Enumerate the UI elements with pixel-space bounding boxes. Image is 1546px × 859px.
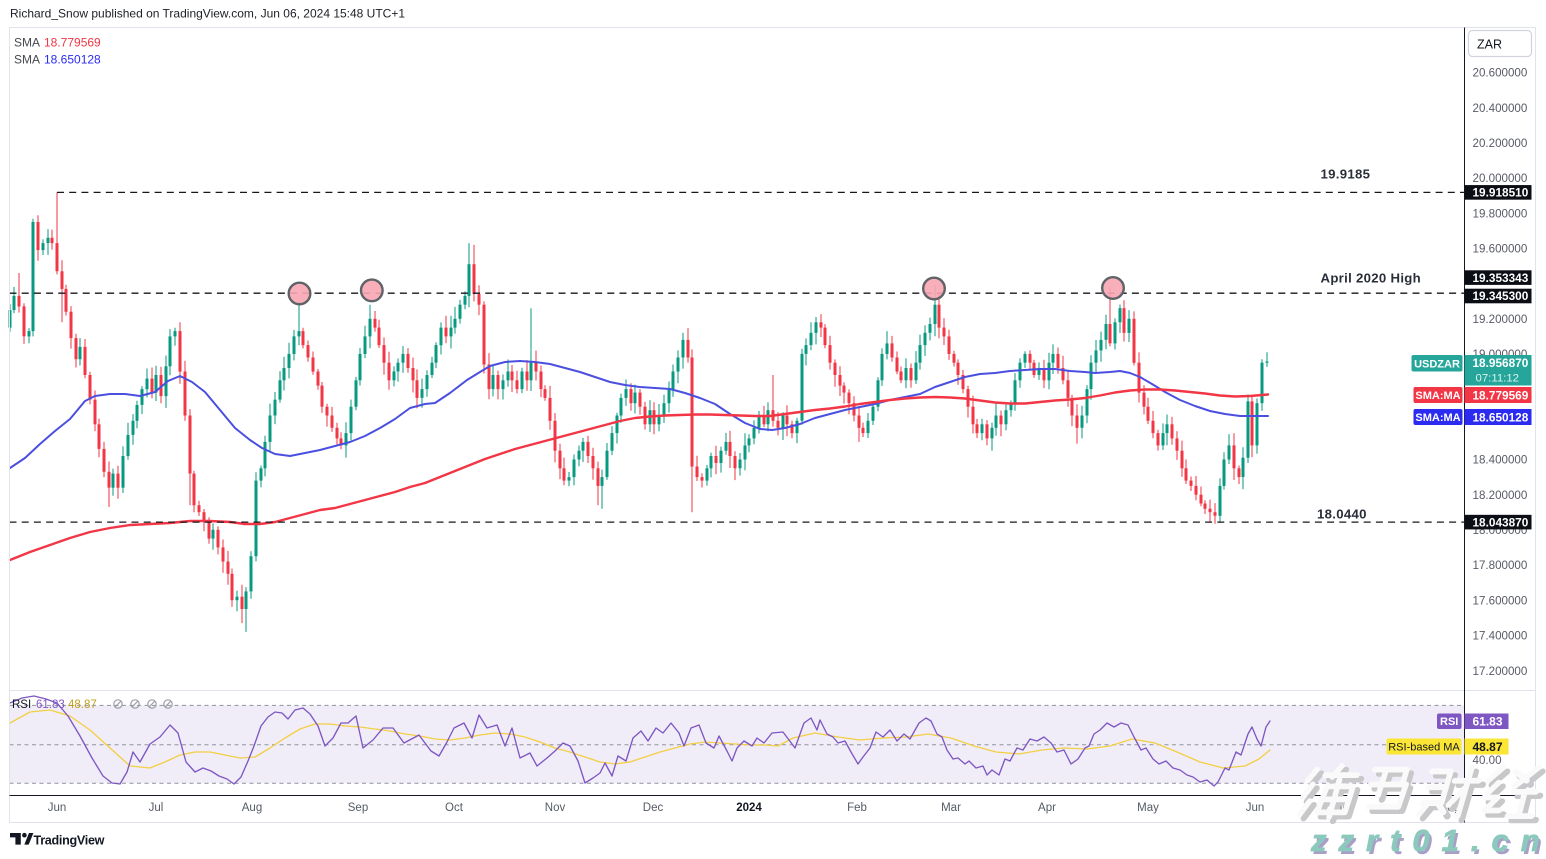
svg-text:TradingView: TradingView: [34, 834, 105, 848]
svg-text:Feb: Feb: [847, 802, 867, 814]
svg-text:18.779569: 18.779569: [44, 36, 101, 50]
svg-text:2024: 2024: [736, 802, 762, 814]
svg-text:20.200000: 20.200000: [1473, 137, 1528, 150]
svg-text:17.200000: 17.200000: [1473, 665, 1528, 678]
svg-text:18.650128: 18.650128: [44, 53, 101, 67]
svg-text:Apr: Apr: [1038, 802, 1056, 814]
svg-text:18.043870: 18.043870: [1473, 515, 1529, 529]
svg-text:19.918510: 19.918510: [1473, 186, 1529, 200]
svg-text:SMA:MA: SMA:MA: [1415, 390, 1460, 402]
svg-text:Aug: Aug: [242, 802, 262, 814]
svg-text:USDZAR: USDZAR: [1414, 358, 1460, 370]
svg-text:19.353343: 19.353343: [1473, 271, 1529, 285]
svg-text:61.83: 61.83: [1473, 714, 1503, 728]
svg-text:19.200000: 19.200000: [1473, 313, 1528, 326]
svg-text:17.400000: 17.400000: [1473, 630, 1528, 643]
svg-text:18.200000: 18.200000: [1473, 489, 1528, 502]
svg-text:07:11:12: 07:11:12: [1476, 373, 1520, 385]
svg-text:18.650128: 18.650128: [1473, 410, 1529, 424]
svg-text:17.600000: 17.600000: [1473, 594, 1528, 607]
svg-text:Richard_Snow published on Trad: Richard_Snow published on TradingView.co…: [10, 7, 405, 21]
svg-text:18.956870: 18.956870: [1473, 356, 1529, 370]
svg-text:SMA: SMA: [14, 53, 40, 67]
svg-text:Sep: Sep: [348, 802, 368, 814]
svg-text:48.87: 48.87: [1473, 740, 1503, 754]
svg-text:18.0440: 18.0440: [1317, 507, 1367, 522]
svg-text:Jul: Jul: [149, 802, 164, 814]
svg-text:RSI-based MA: RSI-based MA: [1388, 742, 1460, 754]
svg-text:19.800000: 19.800000: [1473, 207, 1528, 220]
svg-text:20.000000: 20.000000: [1473, 172, 1528, 185]
svg-text:19.9185: 19.9185: [1321, 167, 1371, 182]
svg-text:April 2020 High: April 2020 High: [1321, 271, 1422, 286]
svg-text:SMA:MA: SMA:MA: [1415, 412, 1460, 424]
svg-text:Mar: Mar: [941, 802, 961, 814]
svg-text:17.800000: 17.800000: [1473, 559, 1528, 572]
svg-text:40.00: 40.00: [1473, 754, 1502, 767]
svg-text:18.400000: 18.400000: [1473, 454, 1528, 467]
svg-text:19.600000: 19.600000: [1473, 243, 1528, 256]
svg-text:ZAR: ZAR: [1477, 38, 1502, 52]
svg-text:May: May: [1137, 802, 1159, 814]
svg-text:48.87: 48.87: [68, 699, 97, 711]
svg-text:19.345300: 19.345300: [1473, 289, 1529, 303]
svg-text:18.779569: 18.779569: [1473, 388, 1529, 402]
svg-text:Oct: Oct: [445, 802, 464, 814]
svg-text:RSI: RSI: [1440, 716, 1458, 728]
svg-text:Jun: Jun: [1246, 802, 1265, 814]
svg-text:Dec: Dec: [643, 802, 664, 814]
svg-text:SMA: SMA: [14, 36, 40, 50]
svg-text:RSI: RSI: [12, 699, 31, 711]
svg-text:61.83: 61.83: [36, 699, 65, 711]
svg-text:Nov: Nov: [545, 802, 566, 814]
svg-text:20.600000: 20.600000: [1473, 67, 1528, 80]
svg-text:Jun: Jun: [48, 802, 67, 814]
svg-text:20.400000: 20.400000: [1473, 102, 1528, 115]
